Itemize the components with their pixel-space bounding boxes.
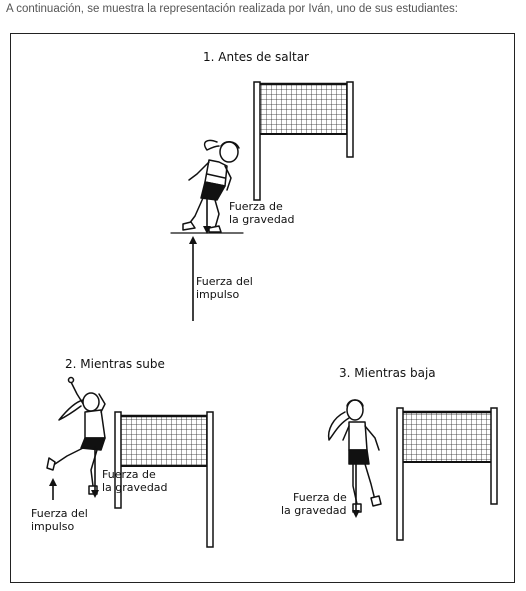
panel-2-impulse-label-1: Fuerza del	[31, 507, 88, 520]
panel-1: 1. Antes de saltar	[170, 50, 354, 321]
volleyball-net-icon	[253, 81, 354, 201]
panel-3: 3. Mientras baja	[281, 366, 498, 541]
panel-3-title: 3. Mientras baja	[339, 366, 436, 380]
panel-2-gravity-label-2: la gravedad	[102, 481, 168, 494]
panel-3-gravity-label-2: la gravedad	[281, 504, 347, 517]
panel-1-gravity-label-2: la gravedad	[229, 213, 295, 226]
volleyball-net-icon	[114, 411, 214, 548]
panel-1-impulse-label-2: impulso	[196, 288, 240, 301]
intro-text: A continuación, se muestra la representa…	[6, 3, 458, 15]
panel-2-impulse-label-2: impulso	[31, 520, 75, 533]
panel-3-gravity-label-1: Fuerza de	[293, 491, 347, 504]
volleyball-player-icon	[327, 399, 382, 513]
illustration: 1. Antes de saltar	[31, 50, 498, 548]
drawing-frame: 1. Antes de saltar	[10, 33, 515, 583]
volleyball-net-icon	[396, 407, 498, 541]
volleyball-player-icon	[46, 376, 106, 495]
panel-2-title: 2. Mientras sube	[65, 357, 165, 371]
panel-1-impulse-label-1: Fuerza del	[196, 275, 253, 288]
panel-2-gravity-label-1: Fuerza de	[102, 468, 156, 481]
panel-2: 2. Mientras sube	[31, 357, 214, 548]
panel-1-title: 1. Antes de saltar	[203, 50, 309, 64]
panel-1-gravity-label-1: Fuerza de	[229, 200, 283, 213]
